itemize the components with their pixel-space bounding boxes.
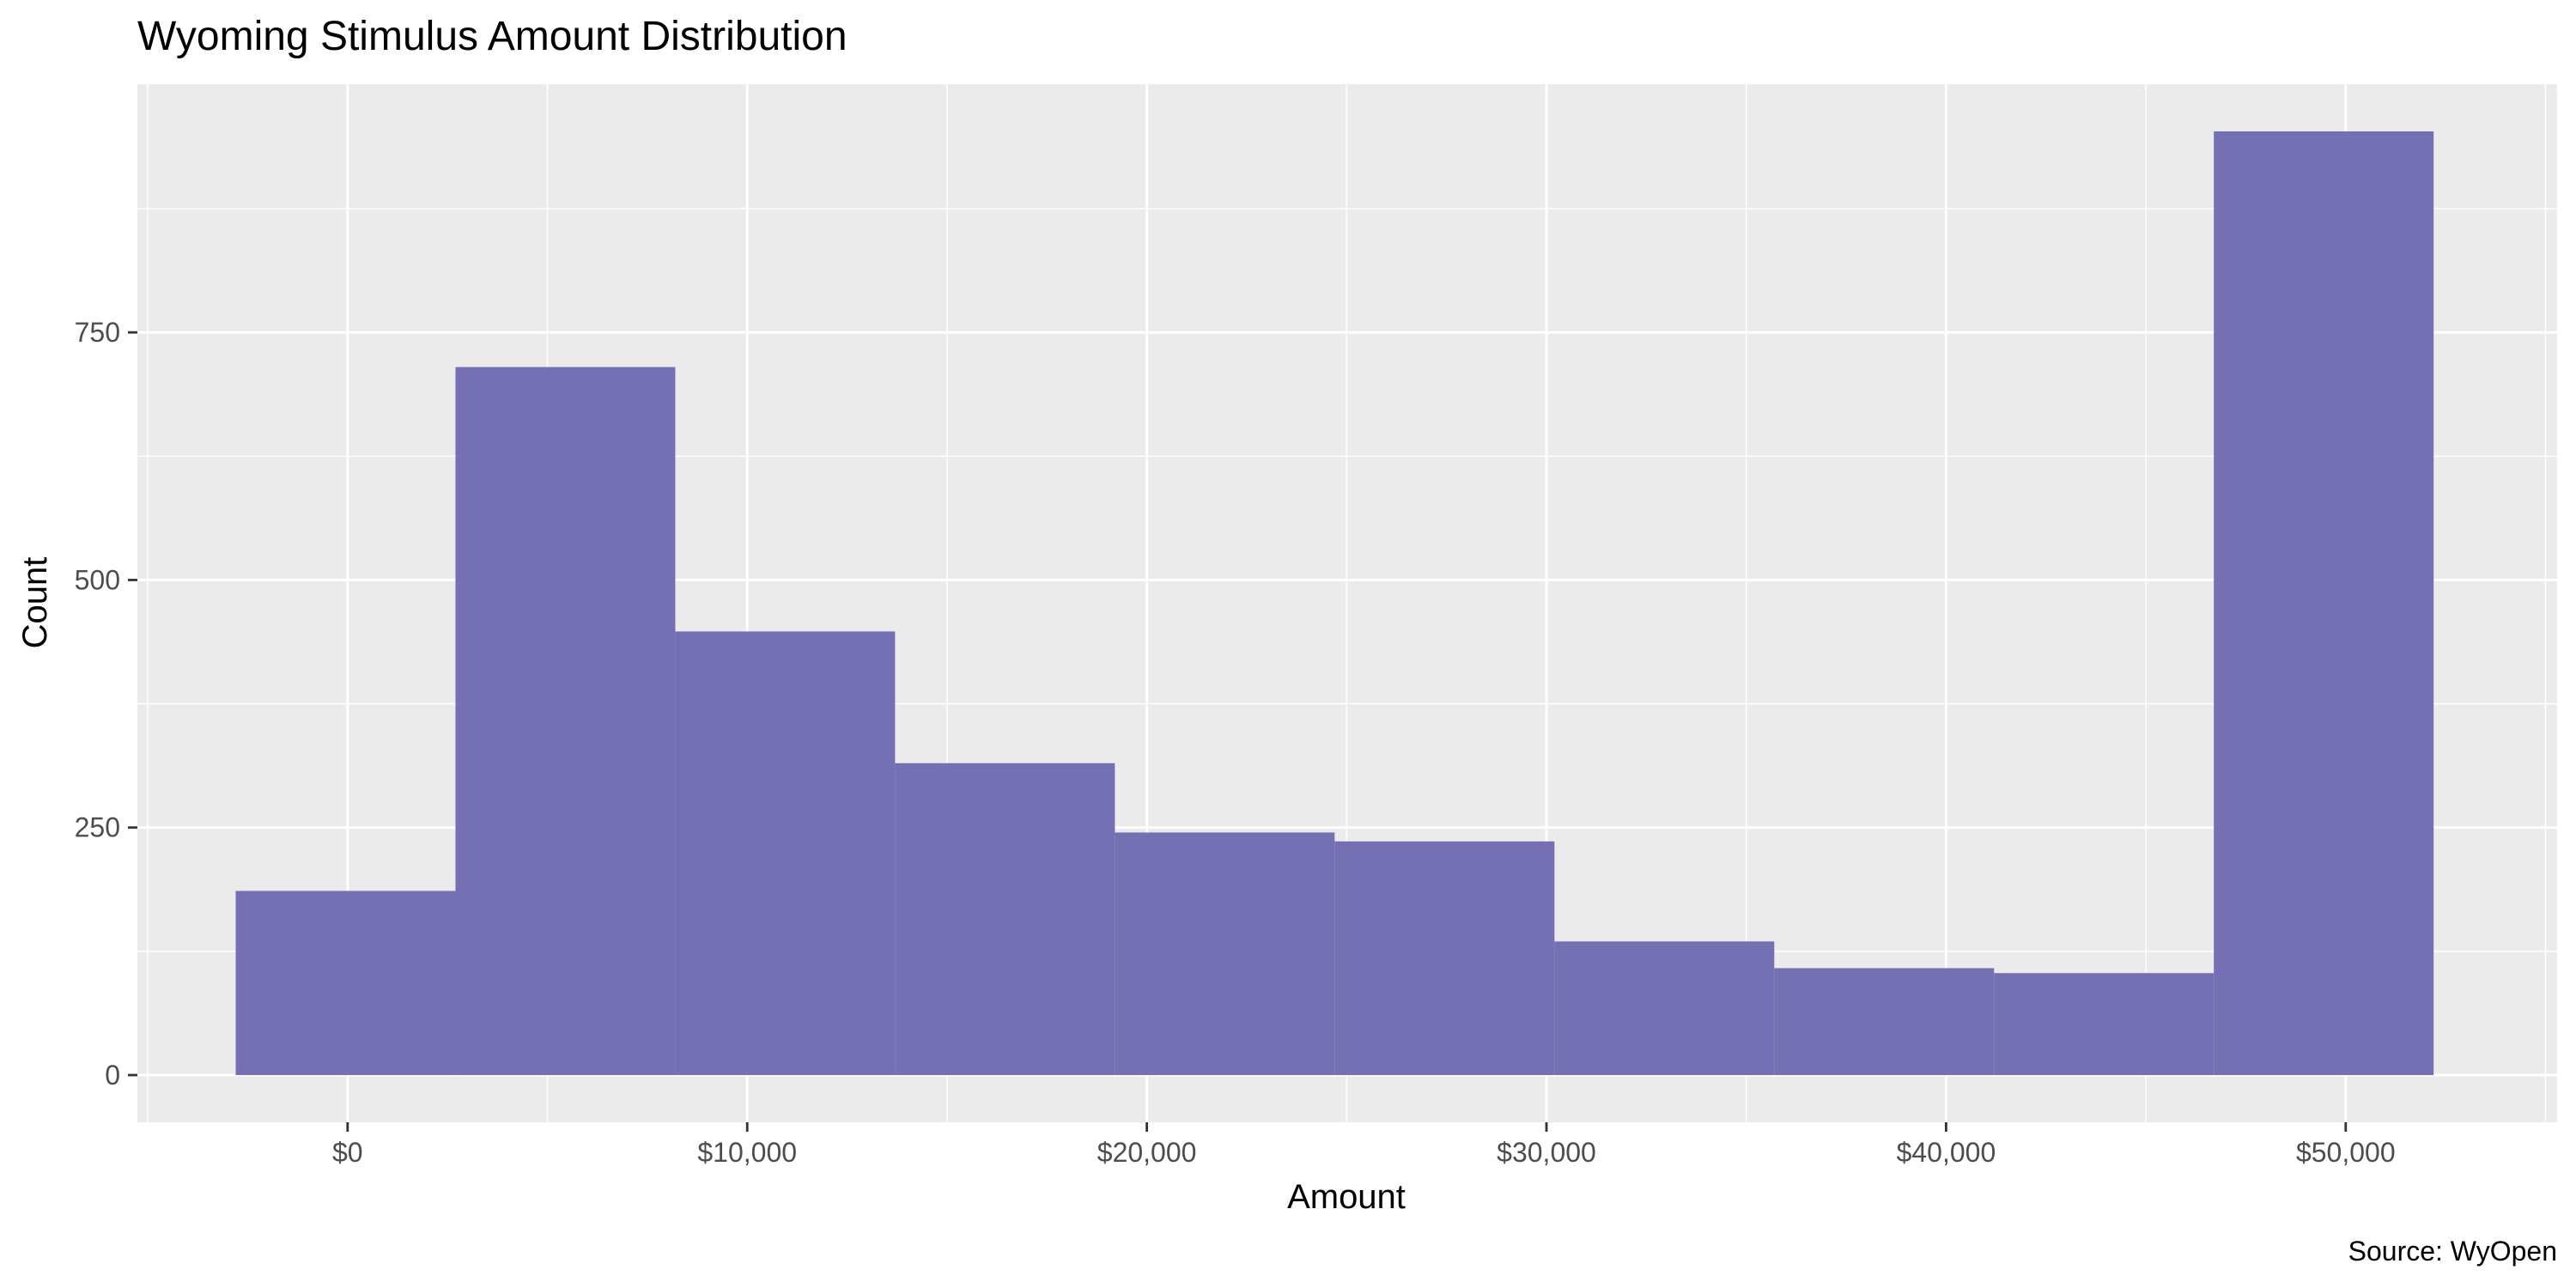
histogram-bar [675,631,896,1076]
y-tick-label: 0 [105,1060,120,1091]
x-tick-label: $40,000 [1897,1137,1996,1168]
x-axis: $0 $10,000 $20,000 $30,000 $40,000 $50,000 [332,1122,2396,1168]
y-axis: 0 250 500 750 [75,317,137,1091]
histogram-bar [1334,841,1555,1076]
x-tick-label: $50,000 [2296,1137,2396,1168]
histogram-bar [455,367,676,1076]
x-tick-label: $10,000 [697,1137,797,1168]
histogram-bar [1554,941,1775,1076]
histogram-bar [235,890,456,1076]
x-axis-title: Amount [1287,1178,1406,1216]
x-tick-label: $20,000 [1097,1137,1197,1168]
histogram-bars [235,131,2434,1076]
histogram-bar [1994,973,2215,1076]
histogram-bar [1774,968,1995,1076]
y-axis-title: Count [16,557,54,649]
x-tick-label: $0 [332,1137,363,1168]
y-tick-label: 500 [75,564,120,595]
x-tick-label: $30,000 [1497,1137,1596,1168]
y-tick-label: 750 [75,317,120,348]
histogram-bar [2214,131,2434,1076]
histogram-bar [1115,832,1335,1076]
histogram-bar [895,762,1115,1076]
y-tick-label: 250 [75,812,120,843]
chart-caption: Source: WyOpen [2348,1236,2557,1267]
chart-title: Wyoming Stimulus Amount Distribution [137,14,848,59]
